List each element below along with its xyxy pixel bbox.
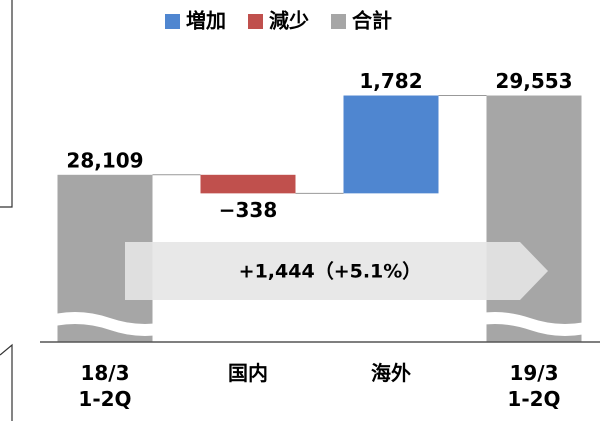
change-arrow — [125, 242, 548, 300]
bar — [486, 95, 582, 342]
legend-label: 増加 — [186, 9, 226, 33]
annotation: +1,444（+5.1%） — [239, 260, 422, 283]
marks — [57, 95, 582, 342]
x-tick-label: 18/3 1-2Q — [78, 361, 132, 411]
value-label: 29,553 — [495, 69, 572, 93]
legend-swatch — [248, 14, 263, 29]
axis-break — [40, 312, 600, 336]
value-label: 1,782 — [359, 69, 422, 93]
value-label: −338 — [219, 198, 278, 222]
bar — [200, 174, 296, 194]
frame-decoration — [0, 343, 13, 421]
legend-swatch — [165, 14, 180, 29]
x-tick-label: 19/3 1-2Q — [507, 361, 561, 411]
x-tick-label: 国内 — [228, 361, 268, 385]
value-label: 28,109 — [66, 148, 143, 172]
legend-label: 減少 — [269, 9, 309, 33]
legend-label: 合計 — [352, 9, 392, 33]
frame-decoration — [0, 0, 13, 208]
x-tick-label: 海外 — [371, 361, 411, 385]
bar — [343, 95, 439, 194]
legend-swatch — [331, 14, 346, 29]
